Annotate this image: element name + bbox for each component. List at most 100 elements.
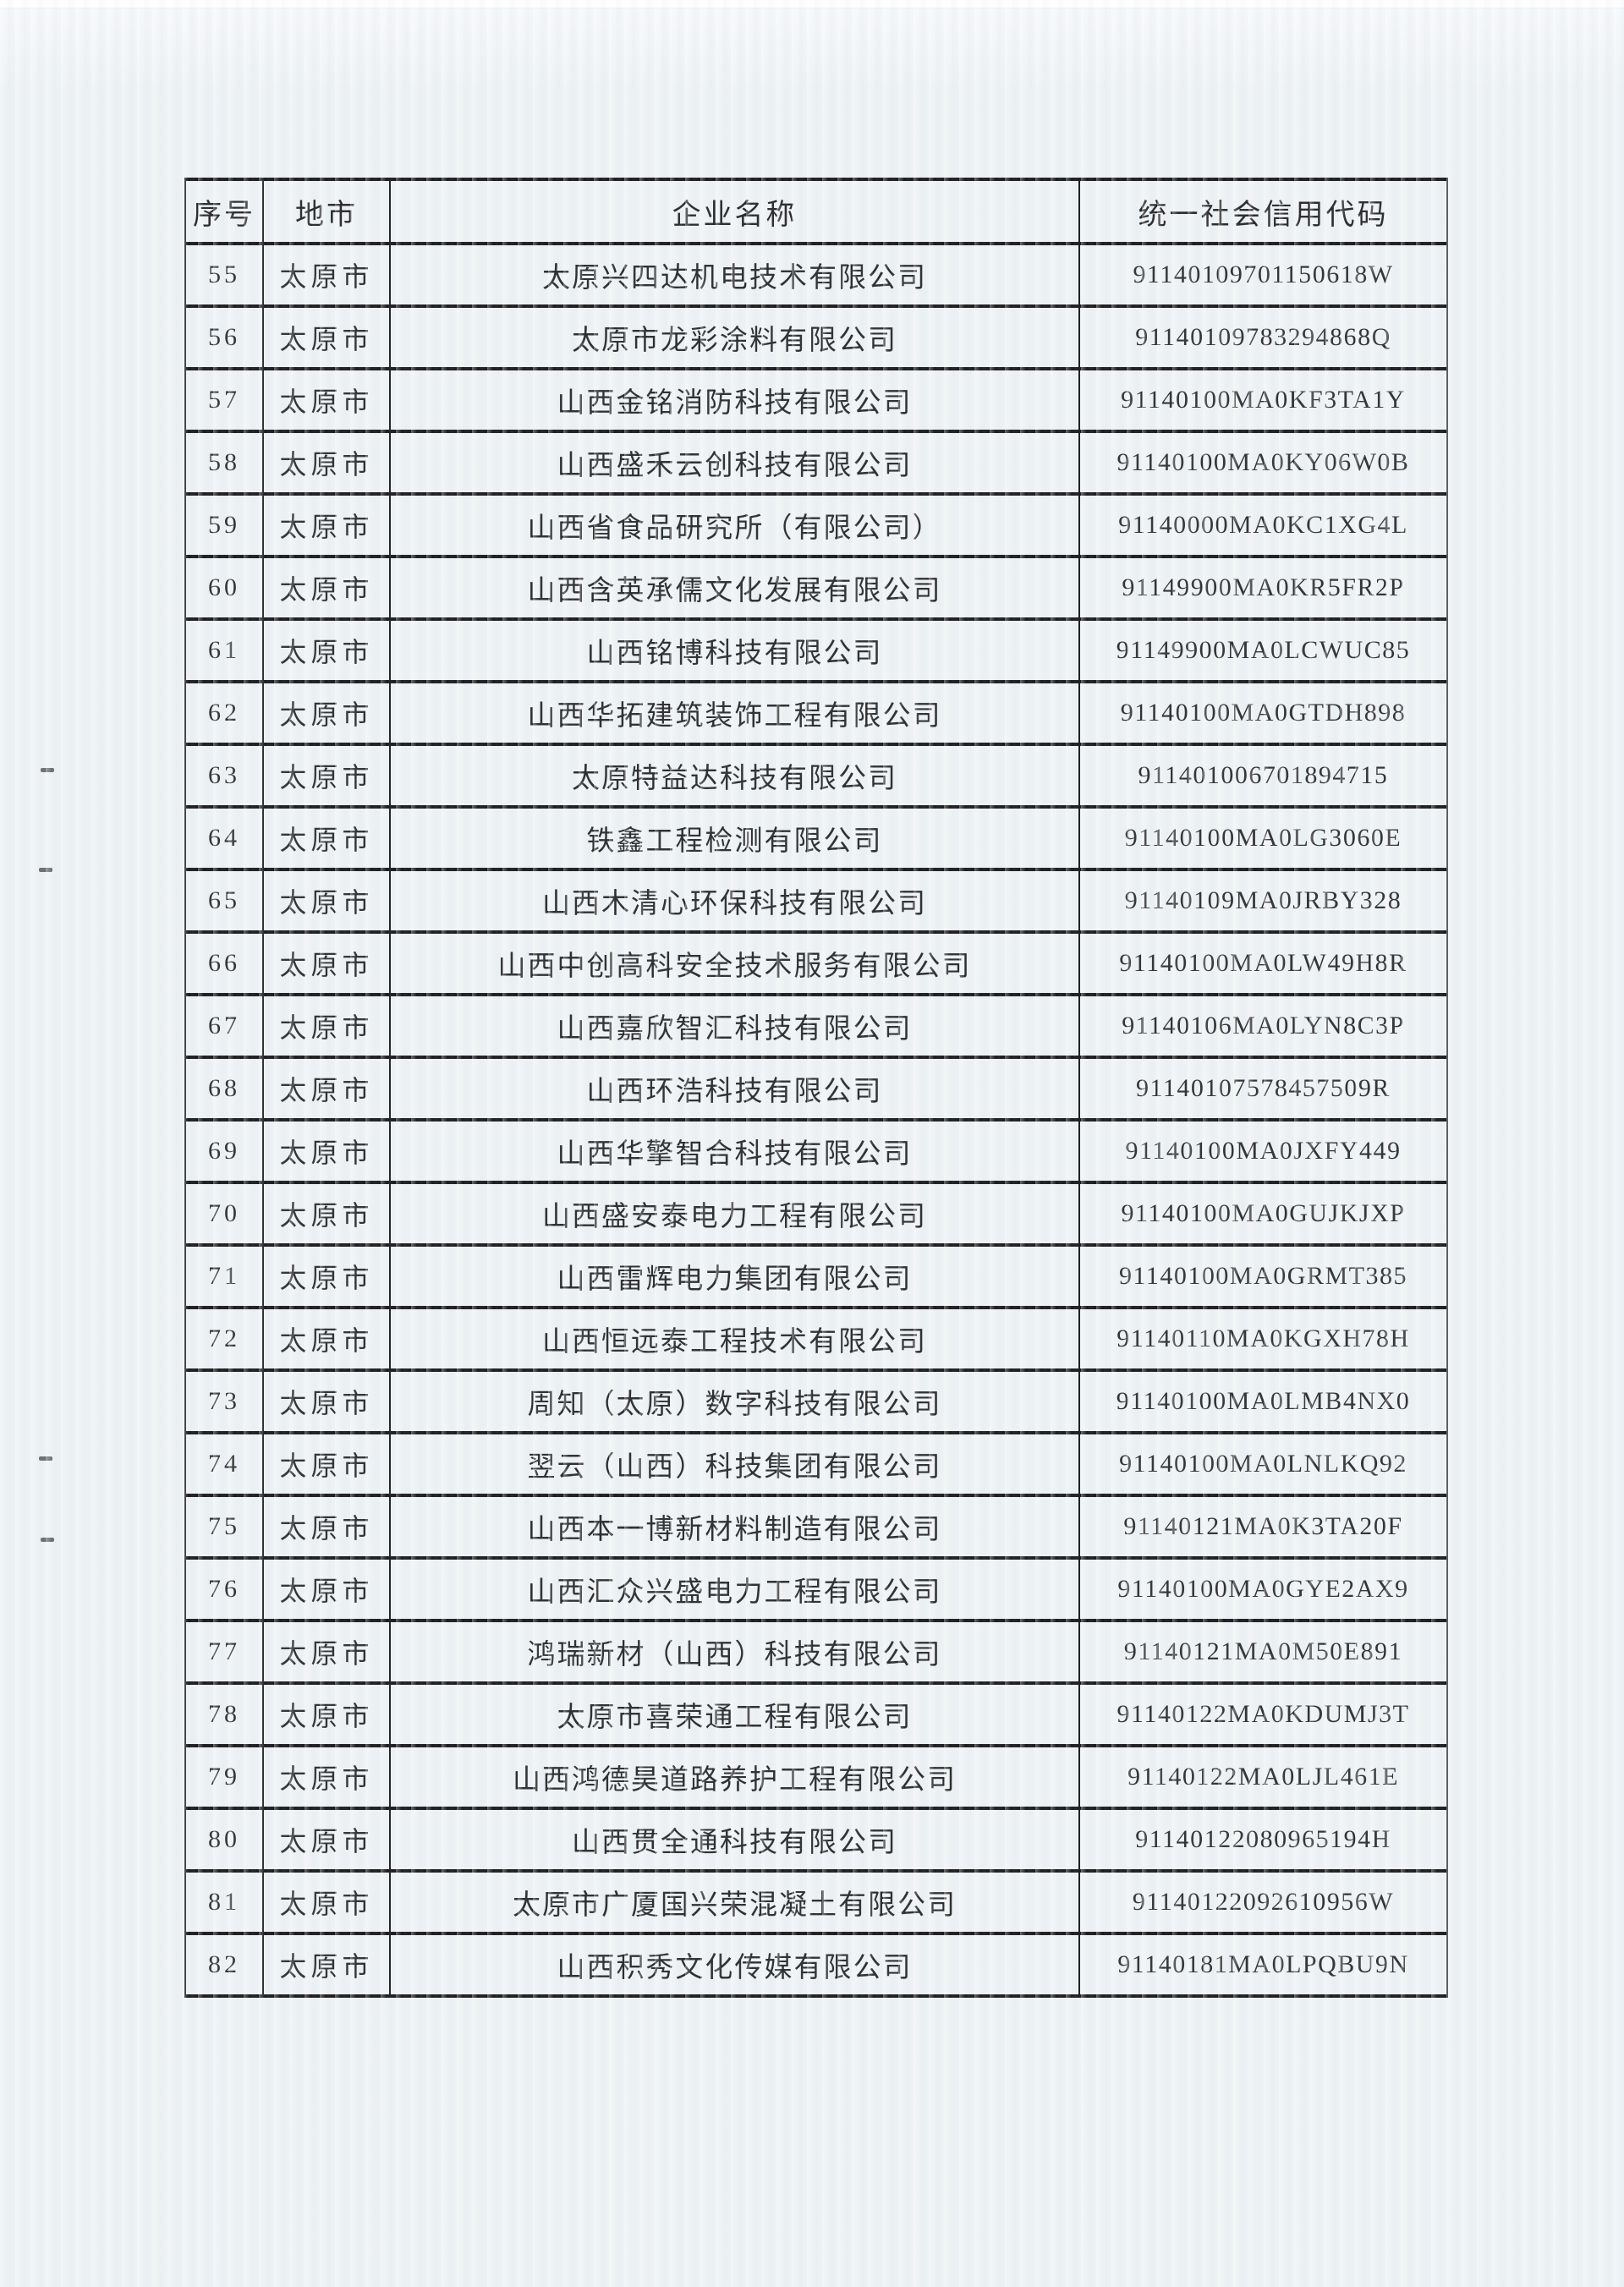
row-number-cell: 70: [184, 1181, 264, 1247]
credit-code-cell: 91140100MA0GYE2AX9: [1078, 1556, 1448, 1622]
city-cell: 太原市: [262, 492, 391, 558]
city-cell: 太原市: [262, 1681, 391, 1747]
city-cell: 太原市: [262, 743, 391, 809]
credit-code-cell: 91140121MA0K3TA20F: [1078, 1494, 1448, 1560]
table-row: 64 太原市 铁鑫工程检测有限公司 91140100MA0LG3060E: [184, 805, 1448, 871]
credit-code-cell: 91140107578457509R: [1078, 1056, 1448, 1122]
credit-code-cell: 91140100MA0GRMT385: [1078, 1243, 1448, 1309]
row-number-cell: 62: [184, 680, 264, 746]
scan-top-edge: [0, 0, 1624, 8]
credit-code-cell: 91140110MA0KGXH78H: [1078, 1306, 1448, 1372]
city-cell: 太原市: [262, 367, 391, 433]
company-name-cell: 太原兴四达机电技术有限公司: [389, 242, 1080, 308]
row-number-cell: 58: [184, 430, 264, 496]
table-row: 55 太原市 太原兴四达机电技术有限公司 91140109701150618W: [184, 242, 1448, 308]
city-cell: 太原市: [262, 1556, 391, 1622]
company-name-cell: 山西省食品研究所（有限公司）: [389, 492, 1080, 558]
city-cell: 太原市: [262, 617, 391, 683]
table-row: 73 太原市 周知（太原）数字科技有限公司 91140100MA0LMB4NX0: [184, 1368, 1448, 1434]
row-number-cell: 74: [184, 1431, 264, 1497]
company-name-cell: 铁鑫工程检测有限公司: [389, 805, 1080, 871]
row-number-cell: 65: [184, 868, 264, 934]
company-credit-code-table: 序号 地市 企业名称 统一社会信用代码 55 太原市 太原兴四达机电技术有限公司 91…: [184, 178, 1448, 1998]
company-name-cell: 山西贯全通科技有限公司: [389, 1807, 1080, 1873]
table-row: 71 太原市 山西雷辉电力集团有限公司 91140100MA0GRMT385: [184, 1243, 1448, 1309]
row-number-cell: 61: [184, 617, 264, 683]
company-name-cell: 山西金铭消防科技有限公司: [389, 367, 1080, 433]
header-row: 序号 地市 企业名称 统一社会信用代码: [184, 178, 1448, 245]
col-header-credit-code: 统一社会信用代码: [1078, 178, 1448, 245]
table-body: 55 太原市 太原兴四达机电技术有限公司 91140109701150618W 56 太原…: [184, 242, 1448, 1998]
company-name-cell: 山西盛禾云创科技有限公司: [389, 430, 1080, 496]
table-row: 68 太原市 山西环浩科技有限公司 91140107578457509R: [184, 1056, 1448, 1122]
table-row: 77 太原市 鸿瑞新材（山西）科技有限公司 91140121MA0M50E891: [184, 1619, 1448, 1685]
city-cell: 太原市: [262, 555, 391, 621]
row-number-cell: 76: [184, 1556, 264, 1622]
table-row: 75 太原市 山西本一博新材料制造有限公司 91140121MA0K3TA20F: [184, 1494, 1448, 1560]
col-header-city: 地市: [262, 178, 391, 245]
table-row: 61 太原市 山西铭博科技有限公司 91149900MA0LCWUC85: [184, 617, 1448, 683]
company-name-cell: 周知（太原）数字科技有限公司: [389, 1368, 1080, 1434]
row-number-cell: 67: [184, 993, 264, 1059]
company-name-cell: 鸿瑞新材（山西）科技有限公司: [389, 1619, 1080, 1685]
scan-artifact-dash: [41, 768, 54, 772]
city-cell: 太原市: [262, 1306, 391, 1372]
credit-code-cell: 91140100MA0GTDH898: [1078, 680, 1448, 746]
city-cell: 太原市: [262, 868, 391, 934]
credit-code-cell: 91140100MA0LNLKQ92: [1078, 1431, 1448, 1497]
credit-code-cell: 911401006701894715: [1078, 743, 1448, 809]
table-row: 57 太原市 山西金铭消防科技有限公司 91140100MA0KF3TA1Y: [184, 367, 1448, 433]
row-number-cell: 81: [184, 1869, 264, 1935]
table-row: 82 太原市 山西积秀文化传媒有限公司 91140181MA0LPQBU9N: [184, 1932, 1448, 1998]
scan-artifact-dash: [41, 1538, 54, 1542]
row-number-cell: 69: [184, 1118, 264, 1184]
company-name-cell: 山西恒远泰工程技术有限公司: [389, 1306, 1080, 1372]
credit-code-cell: 91140100MA0LG3060E: [1078, 805, 1448, 871]
city-cell: 太原市: [262, 242, 391, 308]
row-number-cell: 73: [184, 1368, 264, 1434]
credit-code-cell: 91140121MA0M50E891: [1078, 1619, 1448, 1685]
table-row: 58 太原市 山西盛禾云创科技有限公司 91140100MA0KY06W0B: [184, 430, 1448, 496]
credit-code-cell: 91140109MA0JRBY328: [1078, 868, 1448, 934]
credit-code-cell: 91140122080965194H: [1078, 1807, 1448, 1873]
company-name-cell: 山西积秀文化传媒有限公司: [389, 1932, 1080, 1998]
row-number-cell: 78: [184, 1681, 264, 1747]
credit-code-cell: 91140106MA0LYN8C3P: [1078, 993, 1448, 1059]
company-name-cell: 山西雷辉电力集团有限公司: [389, 1243, 1080, 1309]
row-number-cell: 63: [184, 743, 264, 809]
city-cell: 太原市: [262, 1368, 391, 1434]
table-row: 74 太原市 翌云（山西）科技集团有限公司 91140100MA0LNLKQ92: [184, 1431, 1448, 1497]
company-name-cell: 山西华拓建筑装饰工程有限公司: [389, 680, 1080, 746]
table-row: 60 太原市 山西含英承儒文化发展有限公司 91149900MA0KR5FR2P: [184, 555, 1448, 621]
company-name-cell: 山西环浩科技有限公司: [389, 1056, 1080, 1122]
credit-code-cell: 91140100MA0GUJKJXP: [1078, 1181, 1448, 1247]
company-name-cell: 山西嘉欣智汇科技有限公司: [389, 993, 1080, 1059]
city-cell: 太原市: [262, 1932, 391, 1998]
row-number-cell: 60: [184, 555, 264, 621]
table-row: 72 太原市 山西恒远泰工程技术有限公司 91140110MA0KGXH78H: [184, 1306, 1448, 1372]
credit-code-cell: 91140000MA0KC1XG4L: [1078, 492, 1448, 558]
row-number-cell: 57: [184, 367, 264, 433]
table-row: 78 太原市 太原市喜荣通工程有限公司 91140122MA0KDUMJ3T: [184, 1681, 1448, 1747]
table-row: 56 太原市 太原市龙彩涂料有限公司 91140109783294868Q: [184, 304, 1448, 370]
company-name-cell: 山西中创高科安全技术服务有限公司: [389, 930, 1080, 996]
table-row: 67 太原市 山西嘉欣智汇科技有限公司 91140106MA0LYN8C3P: [184, 993, 1448, 1059]
row-number-cell: 66: [184, 930, 264, 996]
company-name-cell: 翌云（山西）科技集团有限公司: [389, 1431, 1080, 1497]
credit-code-cell: 91140109783294868Q: [1078, 304, 1448, 370]
company-name-cell: 山西铭博科技有限公司: [389, 617, 1080, 683]
city-cell: 太原市: [262, 1118, 391, 1184]
city-cell: 太原市: [262, 1431, 391, 1497]
credit-code-cell: 91149900MA0LCWUC85: [1078, 617, 1448, 683]
credit-code-cell: 91140100MA0LW49H8R: [1078, 930, 1448, 996]
table-row: 69 太原市 山西华擎智合科技有限公司 91140100MA0JXFY449: [184, 1118, 1448, 1184]
city-cell: 太原市: [262, 1056, 391, 1122]
city-cell: 太原市: [262, 1243, 391, 1309]
table-row: 63 太原市 太原特益达科技有限公司 911401006701894715: [184, 743, 1448, 809]
company-name-cell: 山西汇众兴盛电力工程有限公司: [389, 1556, 1080, 1622]
company-name-cell: 太原市广厦国兴荣混凝土有限公司: [389, 1869, 1080, 1935]
city-cell: 太原市: [262, 805, 391, 871]
company-name-cell: 山西鸿德昊道路养护工程有限公司: [389, 1744, 1080, 1810]
city-cell: 太原市: [262, 1181, 391, 1247]
table-row: 79 太原市 山西鸿德昊道路养护工程有限公司 91140122MA0LJL461E: [184, 1744, 1448, 1810]
